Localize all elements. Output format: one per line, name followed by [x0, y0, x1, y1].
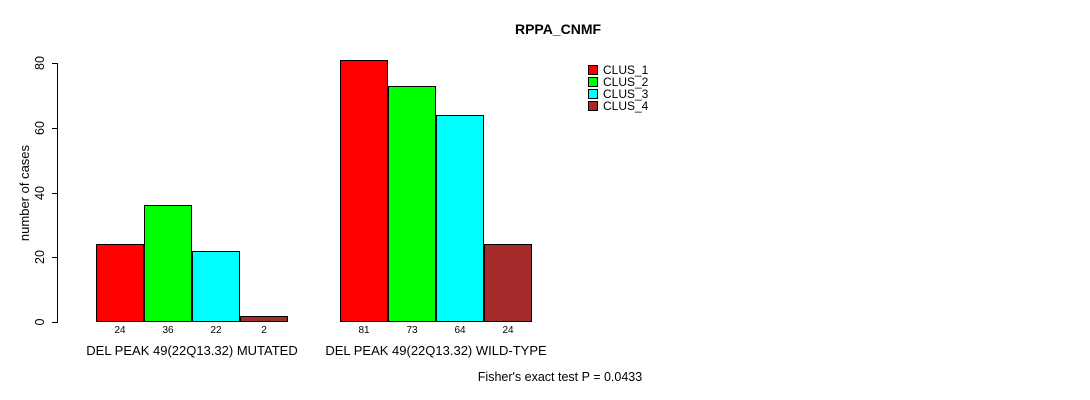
- bar-value-label: 24: [502, 325, 514, 336]
- y-axis-line: [57, 63, 58, 323]
- legend-label: CLUS_2: [603, 75, 649, 89]
- y-axis-tick: [52, 63, 57, 64]
- bar-clus_1-group1: [96, 244, 144, 322]
- y-axis-tick-label: 0: [33, 318, 47, 326]
- legend-swatch-clus_2: [588, 77, 598, 87]
- y-axis-tick: [52, 128, 57, 129]
- x-category-label: DEL PEAK 49(22Q13.32) WILD-TYPE: [325, 343, 547, 358]
- y-axis-tick-label: 60: [33, 121, 47, 135]
- bar-clus_1-group2: [340, 60, 388, 322]
- bar-value-label: 2: [261, 325, 267, 336]
- bar-clus_4-group2: [484, 244, 532, 322]
- legend-label: CLUS_1: [603, 63, 649, 77]
- bar-value-label: 24: [114, 325, 126, 336]
- legend-swatch-clus_1: [588, 65, 598, 75]
- bar-clus_2-group1: [144, 205, 192, 322]
- y-axis-tick-label: 20: [33, 250, 47, 264]
- bar-clus_3-group2: [436, 115, 484, 322]
- bar-clus_3-group1: [192, 251, 240, 322]
- legend-swatch-clus_3: [588, 89, 598, 99]
- y-axis-tick-label: 40: [33, 186, 47, 200]
- bar-value-label: 81: [358, 325, 370, 336]
- y-axis-tick: [52, 322, 57, 323]
- bar-value-label: 73: [406, 325, 418, 336]
- y-axis-label: number of cases: [17, 144, 32, 242]
- footer-annotation: Fisher's exact test P = 0.0433: [477, 370, 643, 384]
- legend-label: CLUS_3: [603, 87, 649, 101]
- chart-title: RPPA_CNMF: [514, 21, 602, 37]
- bar-value-label: 64: [454, 325, 466, 336]
- bar-clus_2-group2: [388, 86, 436, 322]
- y-axis-tick-label: 80: [33, 56, 47, 70]
- legend-label: CLUS_4: [603, 99, 649, 113]
- y-axis-tick: [52, 193, 57, 194]
- legend-swatch-clus_4: [588, 101, 598, 111]
- bar-value-label: 36: [162, 325, 174, 336]
- y-axis-tick: [52, 257, 57, 258]
- bar-clus_4-group1: [240, 316, 288, 322]
- x-category-label: DEL PEAK 49(22Q13.32) MUTATED: [86, 343, 298, 358]
- bar-value-label: 22: [210, 325, 222, 336]
